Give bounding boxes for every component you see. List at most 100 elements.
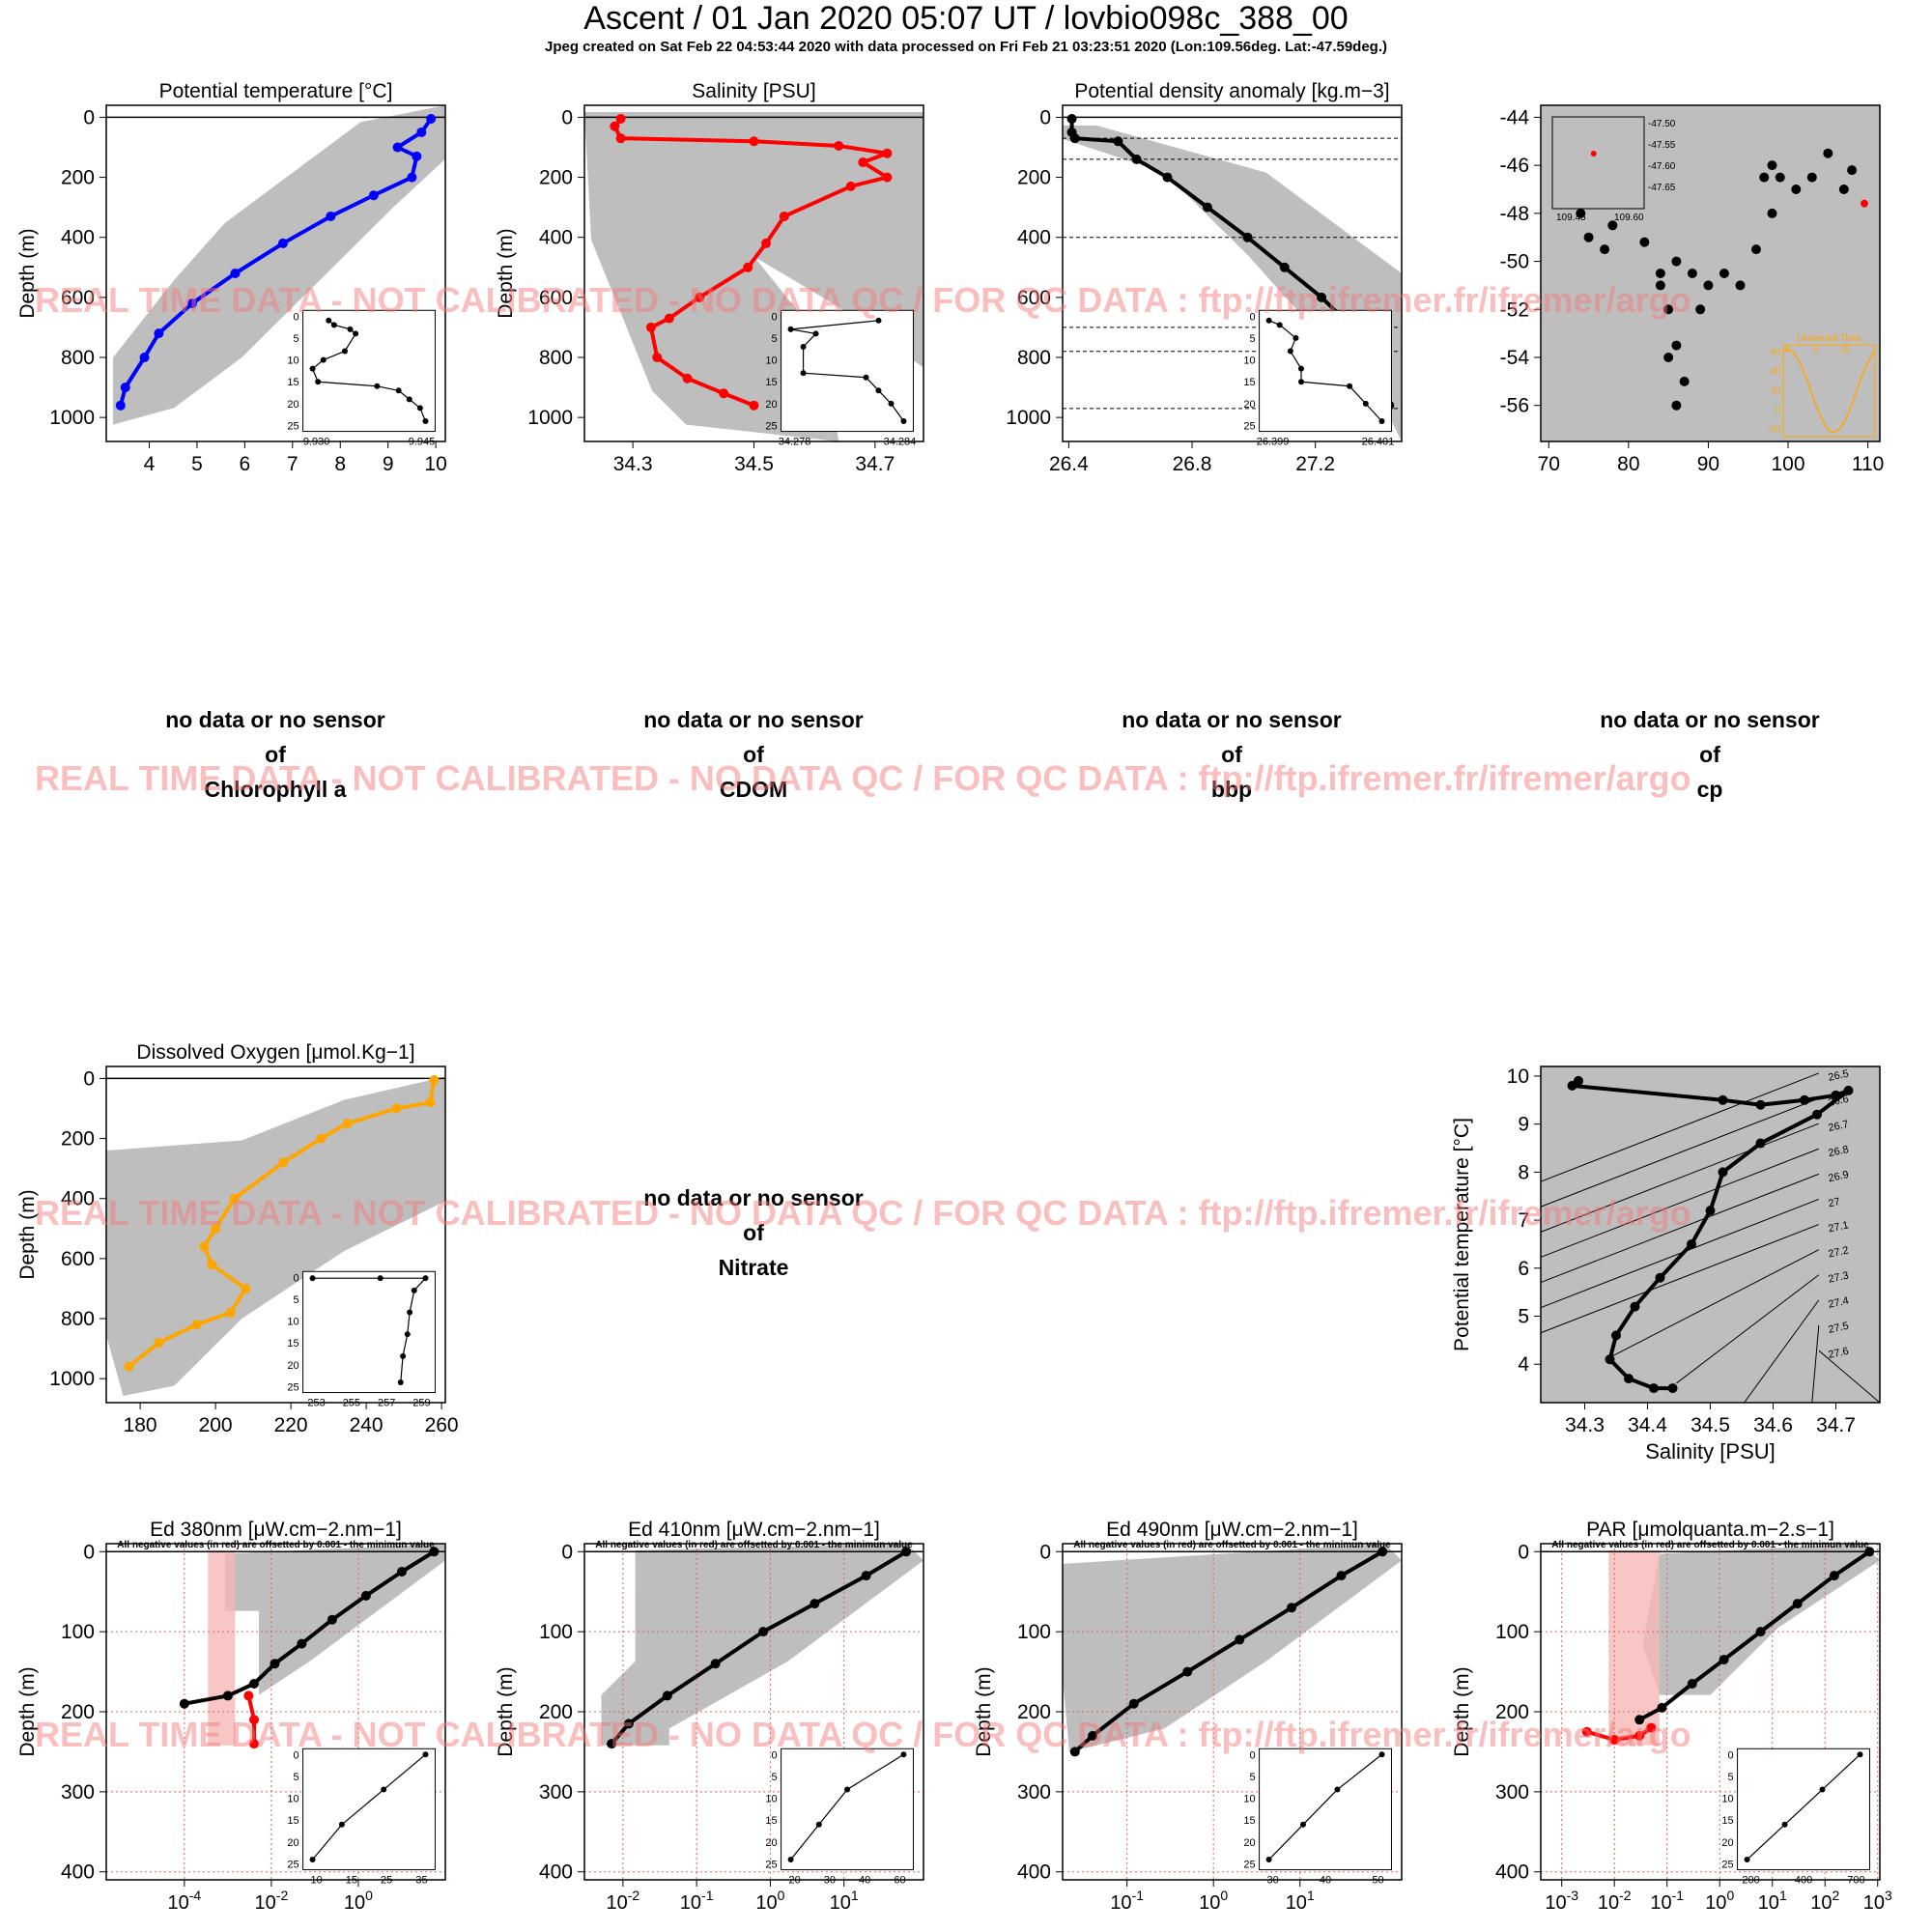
y-tick-label: 400: [539, 227, 573, 249]
data-segment: [1708, 1171, 1725, 1211]
data-point: [1639, 237, 1650, 247]
x-tick-label: 102: [1810, 1888, 1839, 1914]
chart-title: Ed 380nm [μW.cm−2.nm−1]: [150, 1519, 402, 1541]
inset-y-tick-label: 15: [765, 377, 777, 388]
inset-y-tick-label: 0: [771, 311, 777, 323]
inset-segment: [1747, 1824, 1785, 1861]
sun-inset-x-label: 5: [1813, 345, 1818, 355]
data-segment: [1833, 1549, 1871, 1577]
inset-x-tick-label: 9.930: [303, 437, 330, 448]
inset-segment: [790, 1824, 820, 1861]
y-tick-label: 7: [1518, 1209, 1529, 1232]
y-axis-label: Depth (m): [1451, 1666, 1473, 1756]
y-tick-label: 200: [539, 1701, 573, 1723]
climatology-cloud: [113, 105, 446, 425]
data-segment: [300, 1618, 334, 1646]
inset-y-tick-label: 10: [287, 1317, 298, 1328]
inset-segment: [344, 333, 356, 352]
solar-angle-curve: [1782, 349, 1876, 434]
inset-y-tick-label: 0: [1727, 1749, 1733, 1761]
isopycnal-line: [1540, 1122, 1820, 1233]
inset-y-tick-label: 25: [765, 1860, 777, 1871]
data-segment: [329, 193, 375, 218]
x-tick-label: 10-2: [1598, 1888, 1632, 1914]
no-data-of: of: [1699, 742, 1720, 767]
y-tick-label: 0: [83, 1541, 95, 1563]
data-segment: [281, 214, 332, 245]
data-segment: [1661, 1682, 1693, 1710]
data-segment: [714, 1630, 765, 1665]
x-tick-label: 200: [199, 1414, 233, 1436]
data-segment: [1586, 1729, 1615, 1742]
isopycnal-label: 27.1: [1827, 1219, 1849, 1235]
inset-y-tick-label: 10: [1243, 355, 1255, 367]
inset-segment: [1365, 403, 1382, 422]
data-segment: [347, 1106, 397, 1125]
sun-inset-y-label: -20: [1768, 424, 1780, 434]
isopycnal-label: 27.3: [1827, 1270, 1849, 1286]
data-segment: [233, 1160, 285, 1201]
climatology-cloud: [1063, 1544, 1402, 1752]
inset-x-tick-label: 20: [788, 1875, 800, 1887]
data-segment: [118, 386, 128, 407]
no-data-bbp: no data or no sensor of bbp: [1000, 702, 1463, 807]
data-segment: [1638, 1725, 1653, 1738]
inset-frame: [781, 1747, 914, 1871]
inset-lat-label: -47.65: [1648, 183, 1676, 193]
isopycnal-label: 27.2: [1827, 1244, 1849, 1260]
inset-x-tick-label: 259: [412, 1398, 430, 1409]
data-point: [1655, 269, 1665, 278]
no-data-of: of: [743, 742, 764, 767]
y-tick-label: 4: [1518, 1353, 1529, 1376]
inset-segment: [1349, 385, 1367, 405]
y-tick-label: 0: [1039, 1541, 1051, 1563]
inset-segment: [1268, 320, 1280, 326]
x-tick-label: 6: [240, 453, 251, 475]
x-tick-label: 260: [425, 1414, 459, 1436]
isopycnal-label: 26.8: [1827, 1144, 1849, 1159]
y-tick-label: 5: [1518, 1306, 1529, 1328]
climatology-cloud: [584, 111, 923, 442]
data-segment: [698, 266, 750, 299]
inset-segment: [400, 1355, 404, 1383]
data-segment: [202, 1245, 214, 1265]
inset-frame: [302, 1747, 436, 1871]
data-point: [1583, 232, 1594, 242]
data-segment: [1633, 1276, 1662, 1308]
x-tick-label: 34.5: [1690, 1414, 1730, 1436]
data-segment: [746, 242, 768, 269]
data-segment: [364, 1570, 404, 1598]
inset-segment: [327, 320, 335, 326]
y-tick-label: 200: [1017, 1701, 1051, 1723]
plot-frame: [105, 1065, 446, 1404]
no-data-param: cp: [1696, 777, 1723, 802]
inset-x-tick-label: 255: [343, 1398, 360, 1409]
sun-inset-y-label: 40: [1771, 366, 1780, 376]
inset-y-tick-label: 10: [765, 355, 777, 367]
y-tick-label: 1000: [527, 407, 573, 429]
data-segment: [1166, 175, 1209, 210]
y-tick-label: 100: [1017, 1621, 1051, 1643]
data-segment: [1659, 1242, 1693, 1280]
isopycnal-line: [1676, 1274, 1820, 1384]
inset-lat-label: -47.50: [1648, 119, 1676, 129]
inset-y-tick-label: 5: [1249, 1772, 1255, 1783]
no-data-text: no data or no sensor: [1122, 707, 1342, 732]
isopycnal-line: [1540, 1173, 1820, 1284]
chart-title: Potential temperature [°C]: [159, 80, 393, 102]
inset-y-tick-label: 20: [1243, 1837, 1255, 1849]
y-tick-label: 200: [1495, 1701, 1529, 1723]
y-tick-label: 300: [61, 1781, 95, 1804]
y-tick-label: 9: [1518, 1114, 1529, 1136]
inset-segment: [409, 398, 421, 409]
inset-y-tick-label: 25: [1721, 1860, 1733, 1871]
data-segment: [1760, 1097, 1805, 1107]
inset-y-tick-label: 5: [1727, 1772, 1733, 1783]
y-tick-label: 800: [61, 1308, 95, 1330]
isopycnal-line: [1540, 1072, 1820, 1182]
y-tick-label: 400: [539, 1861, 573, 1884]
data-segment: [762, 1602, 816, 1634]
no-data-text: no data or no sensor: [643, 707, 864, 732]
data-point: [1671, 256, 1682, 267]
y-tick-label: 600: [539, 287, 573, 309]
